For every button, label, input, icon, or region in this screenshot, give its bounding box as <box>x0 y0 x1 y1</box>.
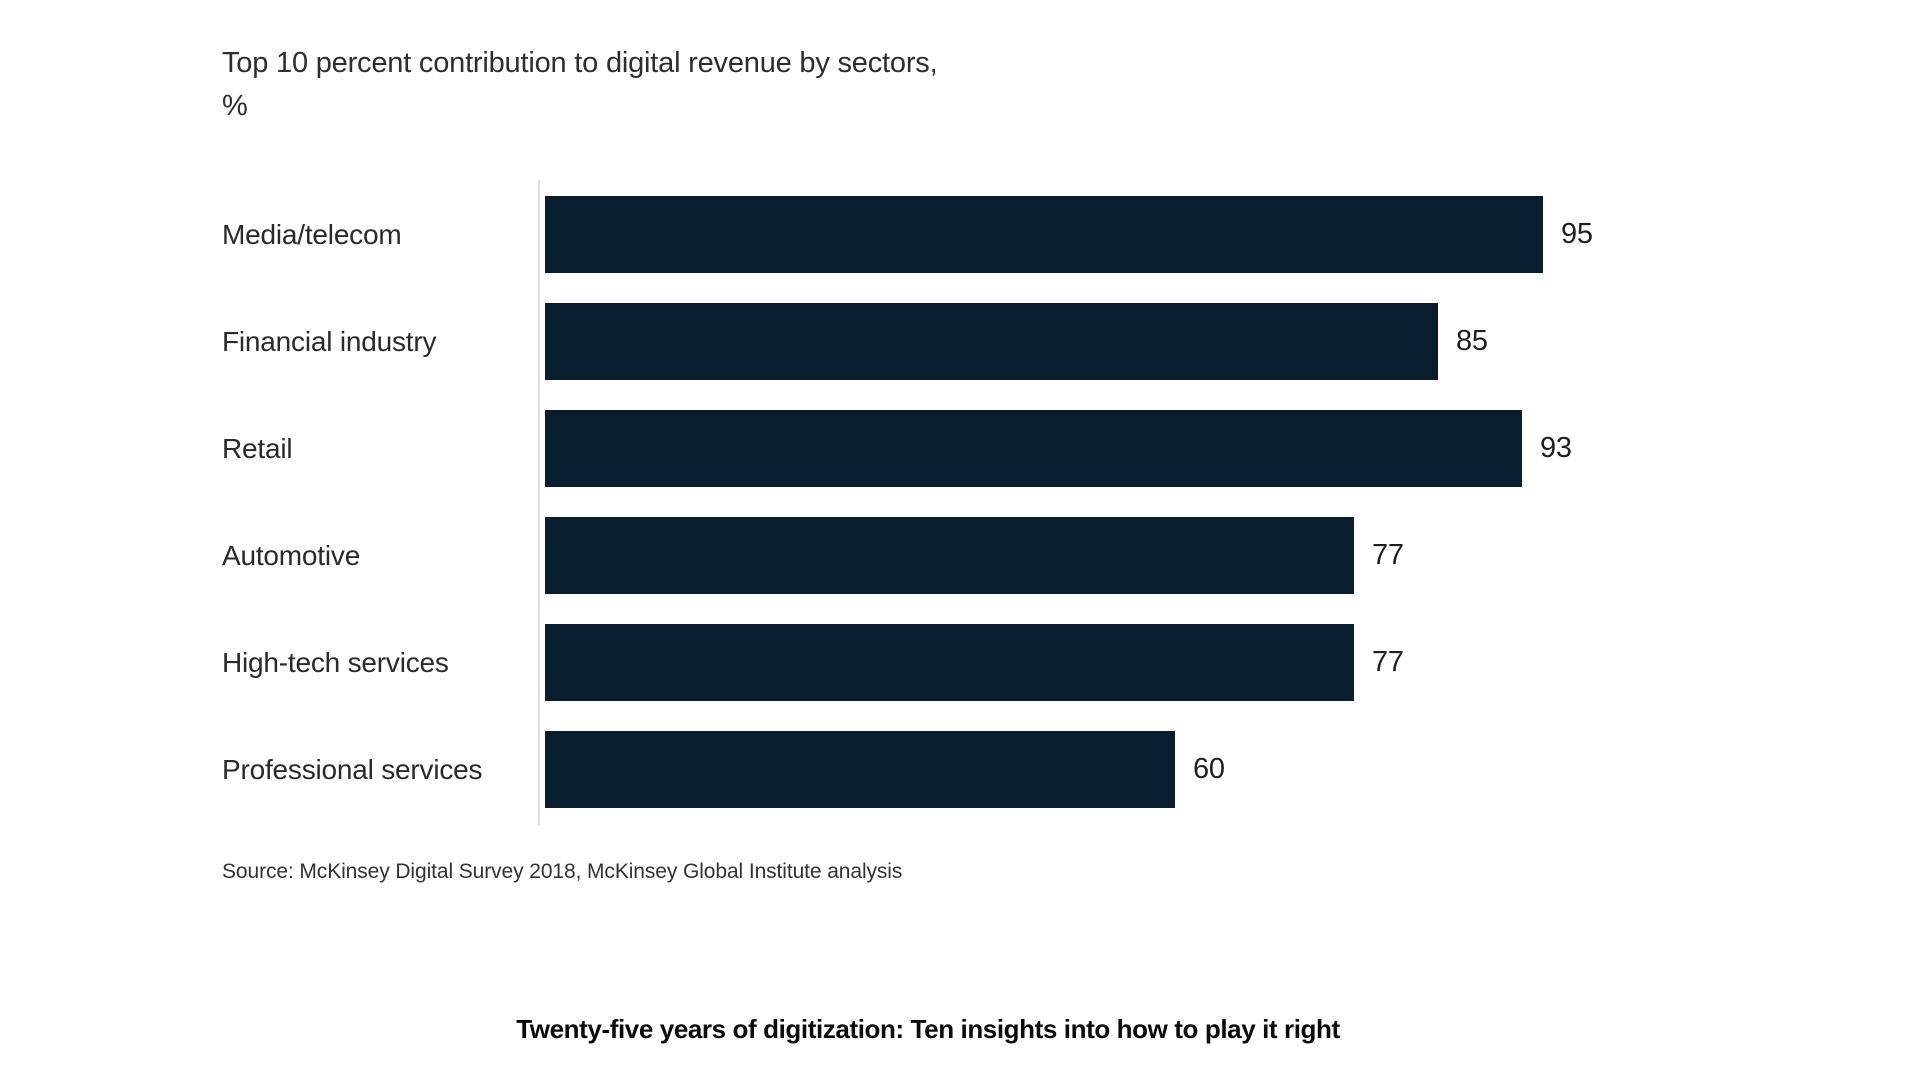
value-label: 93 <box>1540 432 1572 464</box>
bar <box>545 731 1175 808</box>
bar-track: 60 <box>545 731 1225 808</box>
category-label: Automotive <box>222 539 361 571</box>
bar-track: 93 <box>545 410 1572 487</box>
bar-row: Professional services 60 <box>222 731 1722 808</box>
value-label: 77 <box>1372 539 1404 571</box>
bar-track: 85 <box>545 303 1488 380</box>
bar-row: High-tech services 77 <box>222 624 1722 701</box>
bar <box>545 410 1522 487</box>
bar-row: Financial industry 85 <box>222 303 1722 380</box>
bar-track: 77 <box>545 517 1404 594</box>
chart-rows: Media/telecom 95 Financial industry 85 Retai… <box>222 196 1722 838</box>
category-label: Retail <box>222 432 293 464</box>
bar <box>545 196 1543 273</box>
category-label: Financial industry <box>222 325 437 357</box>
category-label: High-tech services <box>222 646 449 678</box>
source-note: Source: McKinsey Digital Survey 2018, Mc… <box>222 860 903 883</box>
bar-track: 95 <box>545 196 1593 273</box>
bar-track: 77 <box>545 624 1404 701</box>
bar <box>545 517 1354 594</box>
value-label: 95 <box>1561 218 1593 250</box>
value-label: 60 <box>1193 753 1225 785</box>
footer-caption: Twenty-five years of digitization: Ten i… <box>516 1014 1340 1044</box>
bar-row: Media/telecom 95 <box>222 196 1722 273</box>
value-label: 85 <box>1456 325 1488 357</box>
category-label: Media/telecom <box>222 218 402 250</box>
chart-title-line1: Top 10 percent contribution to digital r… <box>222 47 938 79</box>
bar-row: Retail 93 <box>222 410 1722 487</box>
chart-unit-label: % <box>222 90 248 122</box>
bar <box>545 624 1354 701</box>
category-label: Professional services <box>222 753 483 785</box>
y-axis-line <box>538 180 540 825</box>
bar <box>545 303 1438 380</box>
value-label: 77 <box>1372 646 1404 678</box>
chart-title: Top 10 percent contribution to digital r… <box>222 42 1122 128</box>
bar-row: Automotive 77 <box>222 517 1722 594</box>
